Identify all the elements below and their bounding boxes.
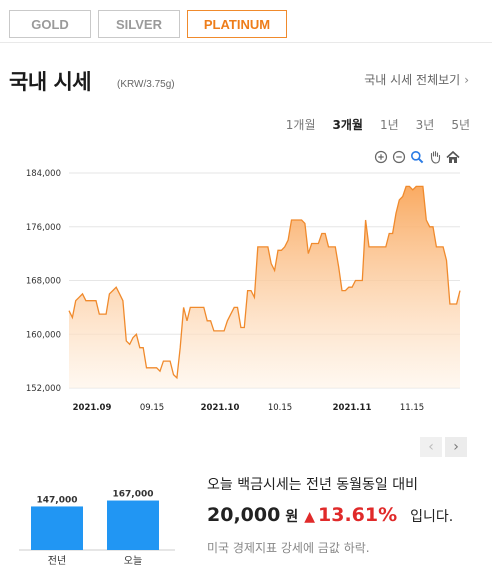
summary-line2: 20,000 원 ▲ 13.61% 입니다. (207, 504, 453, 526)
mini-bar-label: 오늘 (124, 555, 142, 567)
tab-platinum[interactable]: PLATINUM (187, 10, 287, 38)
tab-silver[interactable]: SILVER (98, 10, 180, 38)
x-tick-label: 11.15 (400, 403, 424, 413)
y-tick-label: 152,000 (26, 384, 61, 394)
mini-bar-value: 147,000 (37, 495, 78, 505)
tab-gold[interactable]: GOLD (9, 10, 91, 38)
mini-bar (107, 500, 159, 550)
summary: 오늘 백금시세는 전년 동월동일 대비 20,000 원 ▲ 13.61% 입니… (207, 474, 453, 556)
magnifier-icon[interactable] (410, 150, 424, 164)
mini-bar (31, 506, 83, 550)
y-tick-label: 176,000 (26, 223, 61, 233)
diff-amount: 20,000 (207, 504, 281, 526)
summary-tail: 입니다. (410, 509, 454, 525)
period-1y[interactable]: 1년 (379, 118, 399, 132)
view-all-label: 국내 시세 전체보기 (364, 73, 461, 87)
next-arrow-icon[interactable]: › (445, 437, 467, 457)
chart-pager: ‹ › (420, 437, 467, 457)
zoom-in-icon[interactable] (374, 150, 388, 164)
mini-bar-value: 167,000 (113, 490, 154, 500)
unit-label: (KRW/3.75g) (117, 79, 175, 90)
up-triangle-icon: ▲ (304, 509, 315, 525)
x-tick-label: 2021.09 (73, 403, 112, 413)
price-area (69, 186, 460, 388)
chevron-right-icon: › (464, 73, 469, 87)
summary-note: 미국 경제지표 강세에 금값 하락. (207, 541, 370, 555)
period-1m[interactable]: 1개월 (285, 118, 316, 132)
y-tick-label: 160,000 (26, 330, 61, 340)
period-selector: 1개월 3개월 1년 3년 5년 (286, 116, 470, 133)
y-tick-label: 184,000 (26, 169, 61, 179)
period-5y[interactable]: 5년 (451, 118, 470, 132)
diff-percent: 13.61% (318, 504, 398, 526)
x-tick-label: 10.15 (268, 403, 292, 413)
home-icon[interactable] (446, 150, 460, 164)
chart-toolbar (374, 150, 460, 164)
y-tick-label: 168,000 (26, 277, 61, 287)
mini-bar-label: 전년 (48, 555, 66, 567)
year-compare-chart: 147,000 전년 167,000 오늘 (19, 490, 175, 567)
metal-tabs: GOLD SILVER PLATINUM (9, 10, 287, 38)
pan-hand-icon[interactable] (428, 150, 442, 164)
x-tick-label: 09.15 (140, 403, 164, 413)
period-3m[interactable]: 3개월 (332, 118, 363, 132)
zoom-out-icon[interactable] (392, 150, 406, 164)
summary-line1: 오늘 백금시세는 전년 동월동일 대비 (207, 477, 418, 493)
price-area-chart: 184,000 176,000 168,000 160,000 152,000 2021… (26, 169, 461, 413)
price-line (68, 185, 461, 380)
x-tick-label: 2021.11 (333, 403, 372, 413)
won-unit: 원 (285, 509, 299, 525)
x-tick-label: 2021.10 (201, 403, 240, 413)
page-title: 국내 시세 (9, 70, 92, 94)
period-3y[interactable]: 3년 (415, 118, 435, 132)
divider (0, 42, 492, 43)
prev-arrow-icon[interactable]: ‹ (420, 437, 442, 457)
view-all-link[interactable]: 국내 시세 전체보기 › (364, 71, 469, 88)
